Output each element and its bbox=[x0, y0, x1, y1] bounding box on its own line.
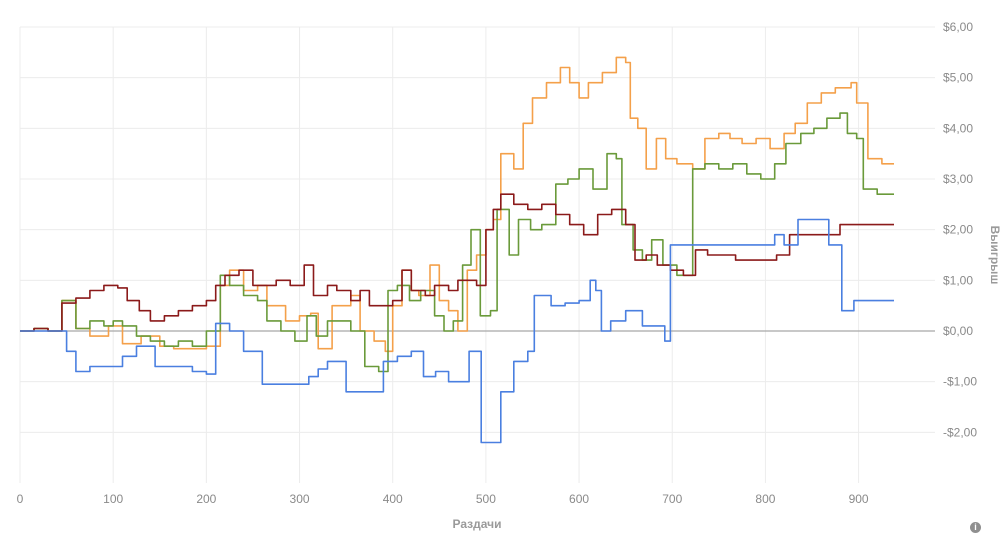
x-tick-label: 0 bbox=[17, 492, 24, 506]
grid-layer bbox=[19, 26, 935, 483]
series-line-2 bbox=[20, 112, 894, 373]
series-line-3 bbox=[20, 193, 894, 332]
y-tick-label: $3,00 bbox=[943, 172, 973, 186]
x-tick-label: 700 bbox=[662, 492, 682, 506]
y-axis-title: Выигрыш bbox=[988, 226, 1002, 285]
series-line-1 bbox=[20, 56, 894, 353]
y-tick-label: $6,00 bbox=[943, 20, 973, 34]
x-tick-label: 500 bbox=[476, 492, 496, 506]
x-axis-ticks: 0 100 200 300 400 500 600 700 800 900 bbox=[17, 492, 869, 506]
x-tick-label: 600 bbox=[569, 492, 589, 506]
y-tick-label: $5,00 bbox=[943, 71, 973, 85]
y-tick-label: $4,00 bbox=[943, 121, 973, 135]
y-tick-label: -$2,00 bbox=[943, 425, 977, 439]
info-icon[interactable]: i bbox=[970, 522, 981, 533]
x-axis-title: Раздачи bbox=[453, 517, 502, 531]
y-tick-label: $0,00 bbox=[943, 324, 973, 338]
series-group bbox=[20, 56, 894, 444]
y-tick-label: $2,00 bbox=[943, 223, 973, 237]
y-tick-label: -$1,00 bbox=[943, 375, 977, 389]
x-tick-label: 900 bbox=[849, 492, 869, 506]
series-line-4 bbox=[20, 218, 894, 444]
y-axis-ticks: $6,00 $5,00 $4,00 $3,00 $2,00 $1,00 $0,00 -$1,0… bbox=[943, 20, 977, 439]
x-tick-label: 100 bbox=[103, 492, 123, 506]
x-tick-label: 800 bbox=[755, 492, 775, 506]
x-tick-label: 400 bbox=[383, 492, 403, 506]
x-tick-label: 300 bbox=[290, 492, 310, 506]
x-tick-label: 200 bbox=[196, 492, 216, 506]
y-tick-label: $1,00 bbox=[943, 273, 973, 287]
